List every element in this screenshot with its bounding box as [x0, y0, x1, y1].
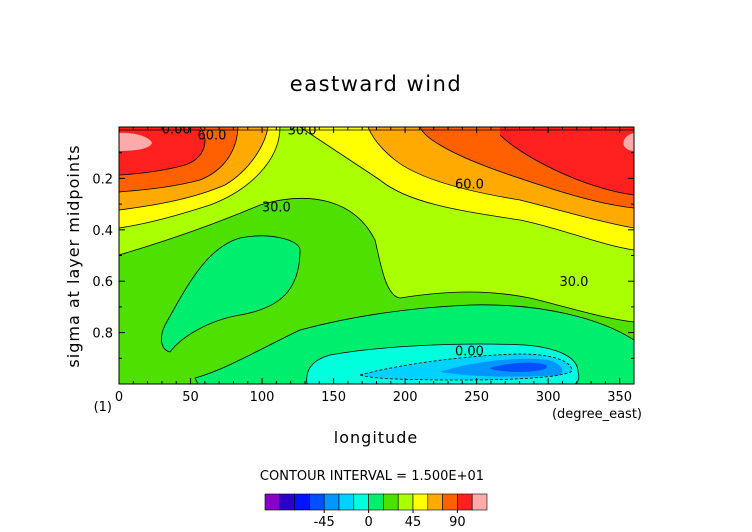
contour-label: 30.0	[288, 124, 317, 139]
x-tick-label: 150	[321, 390, 346, 405]
region-90-105	[500, 127, 634, 195]
colorbar-swatch	[368, 493, 384, 511]
y-tick-label: 0.6	[92, 275, 113, 290]
x-tick-label: 300	[536, 390, 561, 405]
colorbar-swatch	[471, 493, 488, 511]
plot-area: 0.00 60.0 30.0 60.0 30.0 30.0 0.00	[119, 122, 634, 384]
colorbar-swatch	[412, 493, 429, 511]
contour-line-15	[194, 304, 634, 384]
colorbar-swatch	[353, 493, 369, 511]
x-axis-label: longitude	[334, 428, 418, 447]
colorbar: -45 0 45 90	[264, 493, 488, 530]
contour-line-75	[119, 127, 239, 193]
contour-line-45	[299, 127, 634, 251]
contour-label: 0.00	[455, 345, 484, 360]
colorbar-swatch	[338, 493, 355, 511]
region-above-105	[623, 133, 634, 151]
colorbar-swatch	[294, 493, 310, 511]
contour-label: 60.0	[198, 129, 227, 144]
contour-line-negative	[359, 353, 573, 381]
colorbar-swatch	[323, 493, 340, 511]
contour-line-15	[160, 235, 301, 353]
contour-label: 30.0	[262, 201, 291, 216]
x-tick-label: 0	[115, 390, 123, 405]
colorbar-swatch	[442, 493, 458, 511]
region-neg60-neg45	[490, 362, 547, 372]
colorbar-tick-label: -45	[314, 515, 335, 530]
region-above-105	[119, 132, 152, 151]
contour-line-0	[306, 343, 580, 384]
colorbar-swatch	[457, 493, 473, 511]
contour-label: 0.00	[162, 122, 191, 137]
x-tick-label: 350	[607, 390, 632, 405]
y-axis-unit: (1)	[94, 400, 112, 415]
axes: 0 50 100 150 200 250 300 350 0.2 0.4 0.6 0.8	[92, 127, 634, 405]
x-axis-unit: (degree_east)	[552, 407, 642, 422]
x-tick-label: 100	[250, 390, 275, 405]
contour-line-30	[119, 198, 634, 323]
contour-line-45	[119, 127, 281, 229]
x-tick-label: 50	[182, 390, 199, 405]
y-tick-label: 0.4	[92, 224, 113, 239]
x-tick-label: 250	[464, 390, 489, 405]
chart-title: eastward wind	[290, 72, 462, 96]
contour-line-60	[367, 127, 634, 229]
contour-line-90	[499, 134, 634, 196]
colorbar-swatch	[309, 493, 325, 511]
y-axis-label: sigma at layer midpoints	[64, 144, 83, 367]
contour-line-90	[119, 127, 206, 176]
contour-label: 30.0	[559, 275, 588, 290]
colorbar-swatch	[397, 493, 414, 511]
colorbar-swatch	[264, 493, 281, 511]
contour-line-60	[119, 127, 269, 211]
colorbar-tick-label: 90	[449, 515, 466, 530]
colorbar-tick-label: 0	[364, 515, 372, 530]
x-tick-label: 200	[393, 390, 418, 405]
contour-label: 60.0	[455, 178, 484, 193]
contour-interval-text: CONTOUR INTERVAL = 1.500E+01	[260, 469, 484, 484]
colorbar-swatch	[383, 493, 399, 511]
contour-line-75	[419, 127, 634, 209]
colorbar-tick-label: 45	[405, 515, 422, 530]
y-tick-label: 0.8	[92, 327, 113, 342]
colorbar-swatch	[279, 493, 295, 511]
colorbar-swatch	[427, 493, 443, 511]
y-tick-label: 0.2	[92, 172, 113, 187]
region-0-15	[161, 235, 300, 352]
